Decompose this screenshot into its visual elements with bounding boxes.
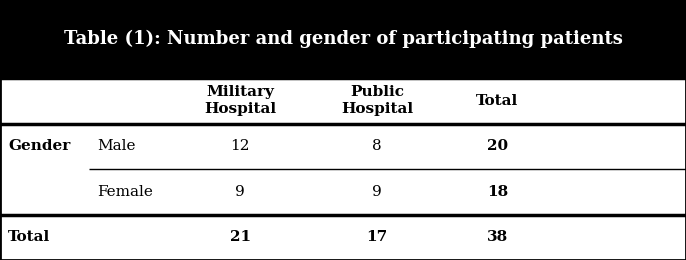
Text: Military
Hospital: Military Hospital [204, 85, 276, 116]
Text: Total: Total [476, 94, 519, 108]
Text: 9: 9 [235, 185, 245, 199]
Text: Table (1): Number and gender of participating patients: Table (1): Number and gender of particip… [64, 30, 622, 48]
Text: 20: 20 [487, 139, 508, 153]
Text: 18: 18 [487, 185, 508, 199]
Text: Total: Total [8, 230, 51, 244]
Text: 8: 8 [372, 139, 382, 153]
Text: Female: Female [97, 185, 153, 199]
Text: 12: 12 [230, 139, 250, 153]
Text: Public
Hospital: Public Hospital [341, 85, 414, 116]
FancyBboxPatch shape [0, 0, 686, 78]
Text: 38: 38 [487, 230, 508, 244]
Text: Gender: Gender [8, 139, 71, 153]
Text: 17: 17 [367, 230, 388, 244]
Text: 9: 9 [372, 185, 382, 199]
Text: 21: 21 [230, 230, 250, 244]
Text: Male: Male [97, 139, 136, 153]
